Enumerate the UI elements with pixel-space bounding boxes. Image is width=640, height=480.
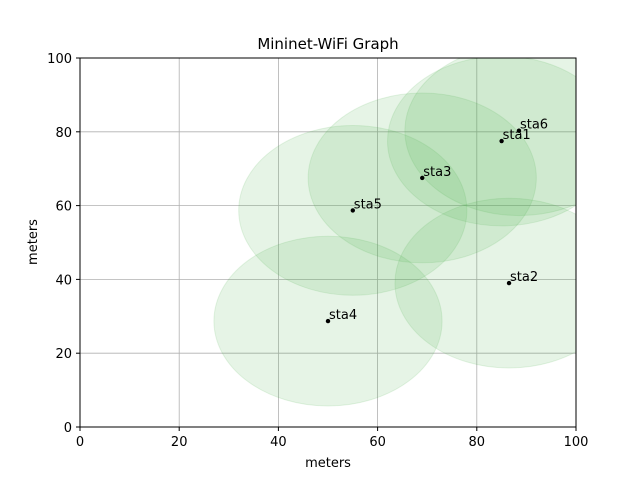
x-tick-label: 40 xyxy=(270,435,287,450)
plot-frame xyxy=(79,57,577,428)
station-label-sta4: sta4 xyxy=(329,308,357,323)
station-label-sta1: sta1 xyxy=(503,128,531,143)
station-point-sta5 xyxy=(350,208,355,213)
axis-ticks: 0 20 40 60 80 100 0 20 40 60 80 100 xyxy=(47,52,588,450)
station-point-sta3 xyxy=(420,175,425,181)
range-circle-sta6 xyxy=(404,58,576,217)
x-tick-label: 0 xyxy=(76,435,84,450)
y-tick-label: 40 xyxy=(55,273,72,288)
x-tick-label: 60 xyxy=(369,435,386,450)
y-axis-label: meters xyxy=(26,219,41,265)
y-tick-label: 100 xyxy=(47,52,72,67)
station-label-sta3: sta3 xyxy=(423,165,451,180)
range-circle-sta2 xyxy=(394,197,576,369)
station-label-sta2: sta2 xyxy=(510,270,538,285)
station-label-sta5: sta5 xyxy=(354,197,382,212)
station-point-sta6 xyxy=(516,128,522,133)
y-tick-label: 80 xyxy=(55,126,72,141)
x-tick-label: 20 xyxy=(171,435,188,450)
station-label-sta6: sta6 xyxy=(520,118,548,133)
station-point-sta2 xyxy=(506,280,512,286)
range-circle-sta1 xyxy=(387,58,576,227)
y-tick-label: 0 xyxy=(64,421,72,436)
stations: sta1 sta2 sta3 sta4 sta5 sta6 xyxy=(325,118,548,324)
range-circles xyxy=(213,58,576,407)
station-point-sta4 xyxy=(325,318,331,324)
y-tick-label: 20 xyxy=(55,347,72,362)
x-tick-label: 80 xyxy=(469,435,486,450)
y-tick-label: 60 xyxy=(55,200,72,215)
x-tick-label: 100 xyxy=(564,435,589,450)
x-axis-label: meters xyxy=(305,456,351,471)
chart-title: Mininet-WiFi Graph xyxy=(257,35,398,53)
station-point-sta1 xyxy=(499,138,504,144)
